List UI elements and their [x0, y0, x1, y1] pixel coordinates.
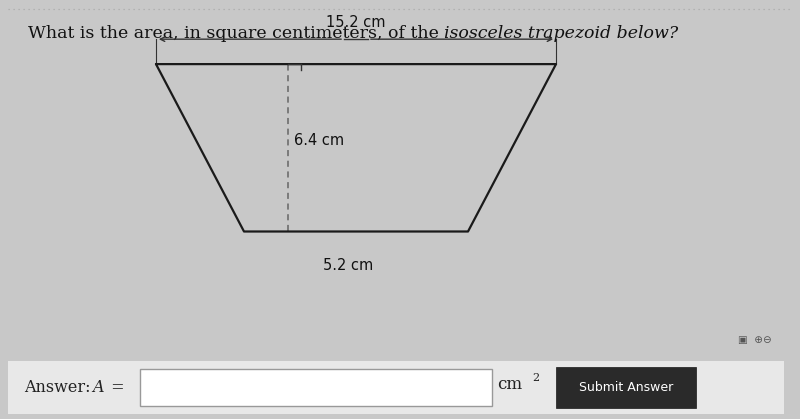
Text: 2: 2 [532, 372, 539, 383]
Text: 6.4 cm: 6.4 cm [294, 133, 345, 148]
Text: cm: cm [498, 375, 522, 393]
FancyBboxPatch shape [556, 367, 696, 408]
Text: ▣  ⊕⊖: ▣ ⊕⊖ [738, 336, 772, 345]
Text: Answer:: Answer: [24, 379, 101, 396]
Text: =: = [106, 379, 125, 396]
Text: 15.2 cm: 15.2 cm [326, 15, 386, 30]
Text: 5.2 cm: 5.2 cm [323, 258, 373, 273]
Text: A: A [92, 379, 103, 396]
FancyBboxPatch shape [140, 369, 492, 406]
Text: isosceles trapezoid below?: isosceles trapezoid below? [444, 25, 678, 42]
Text: Submit Answer: Submit Answer [579, 381, 673, 394]
FancyBboxPatch shape [8, 361, 784, 414]
Text: What is the area, in square centimeters, of the: What is the area, in square centimeters,… [28, 25, 444, 42]
